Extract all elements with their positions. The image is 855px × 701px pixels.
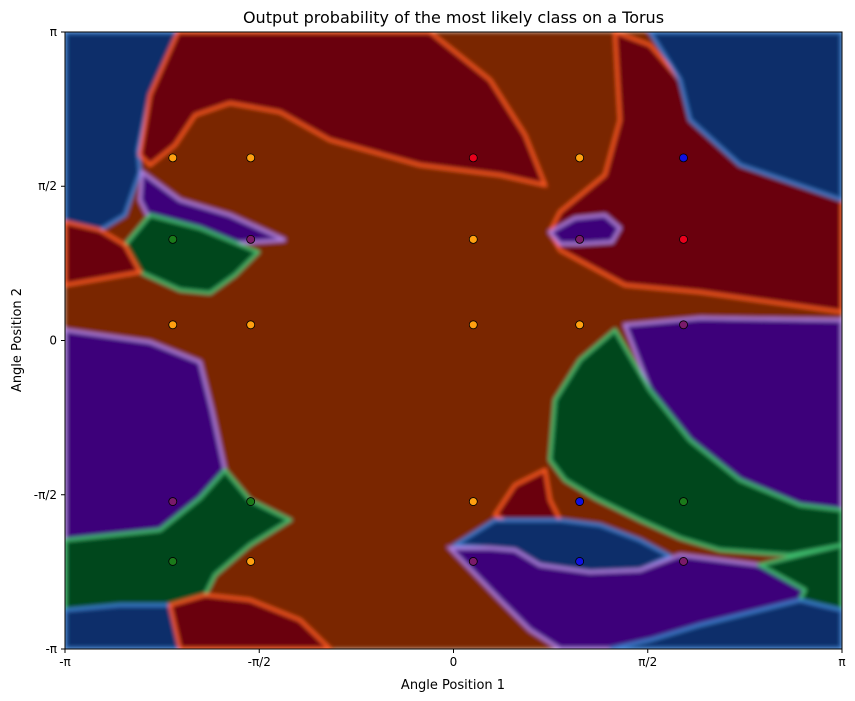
region-purple-mid-right <box>547 213 622 246</box>
region-red-top <box>138 32 548 188</box>
data-point-orange <box>246 557 256 566</box>
data-point-purple <box>246 234 256 244</box>
data-point-orange <box>575 153 585 163</box>
data-point-blue <box>575 557 585 566</box>
data-point-purple <box>168 497 178 506</box>
data-point-orange <box>246 153 256 163</box>
region-blue-bottom-right <box>609 598 842 649</box>
y-tick-label: 0 <box>49 334 57 348</box>
data-point-orange <box>468 320 478 330</box>
data-point-orange <box>468 497 478 506</box>
data-points <box>168 153 688 566</box>
data-point-purple <box>679 320 688 330</box>
x-tick-label: π <box>838 655 845 669</box>
data-point-orange <box>168 153 178 163</box>
y-axis-ticks: -π -π/2 0 π/2 π <box>34 25 65 656</box>
data-point-blue <box>679 153 688 163</box>
chart-title: Output probability of the most likely cl… <box>242 8 665 27</box>
x-tick-label: -π <box>59 655 71 669</box>
x-axis-ticks: -π -π/2 0 π/2 π <box>59 649 846 669</box>
data-point-green <box>168 234 178 244</box>
data-point-green <box>246 497 256 506</box>
data-point-purple <box>575 234 585 244</box>
region-green-upper-left <box>123 213 261 295</box>
region-blue-bottom-left <box>65 603 182 649</box>
y-tick-label: π <box>50 25 57 39</box>
data-point-green <box>679 497 688 506</box>
y-axis-label: Angle Position 2 <box>10 288 25 392</box>
data-point-orange <box>246 320 256 330</box>
x-axis-label: Angle Position 1 <box>401 678 505 693</box>
x-tick-label: -π/2 <box>248 655 271 669</box>
data-point-red <box>679 234 688 244</box>
data-point-red <box>468 153 478 163</box>
y-tick-label: -π <box>45 642 57 656</box>
decision-regions <box>65 32 842 649</box>
data-point-orange <box>168 320 178 330</box>
x-tick-label: 0 <box>450 655 458 669</box>
region-red-upper-left <box>65 220 143 287</box>
data-point-purple <box>679 557 688 566</box>
region-red-bottom-left <box>168 593 333 649</box>
data-point-purple <box>468 557 478 566</box>
x-tick-label: π/2 <box>638 655 657 669</box>
y-tick-label: π/2 <box>38 179 57 193</box>
data-point-green <box>168 557 178 566</box>
region-green-right <box>548 327 842 557</box>
region-blue-top-right <box>648 32 842 202</box>
data-point-blue <box>575 497 585 506</box>
data-point-orange <box>575 320 585 330</box>
data-point-orange <box>468 234 478 244</box>
y-tick-label: -π/2 <box>34 488 57 502</box>
